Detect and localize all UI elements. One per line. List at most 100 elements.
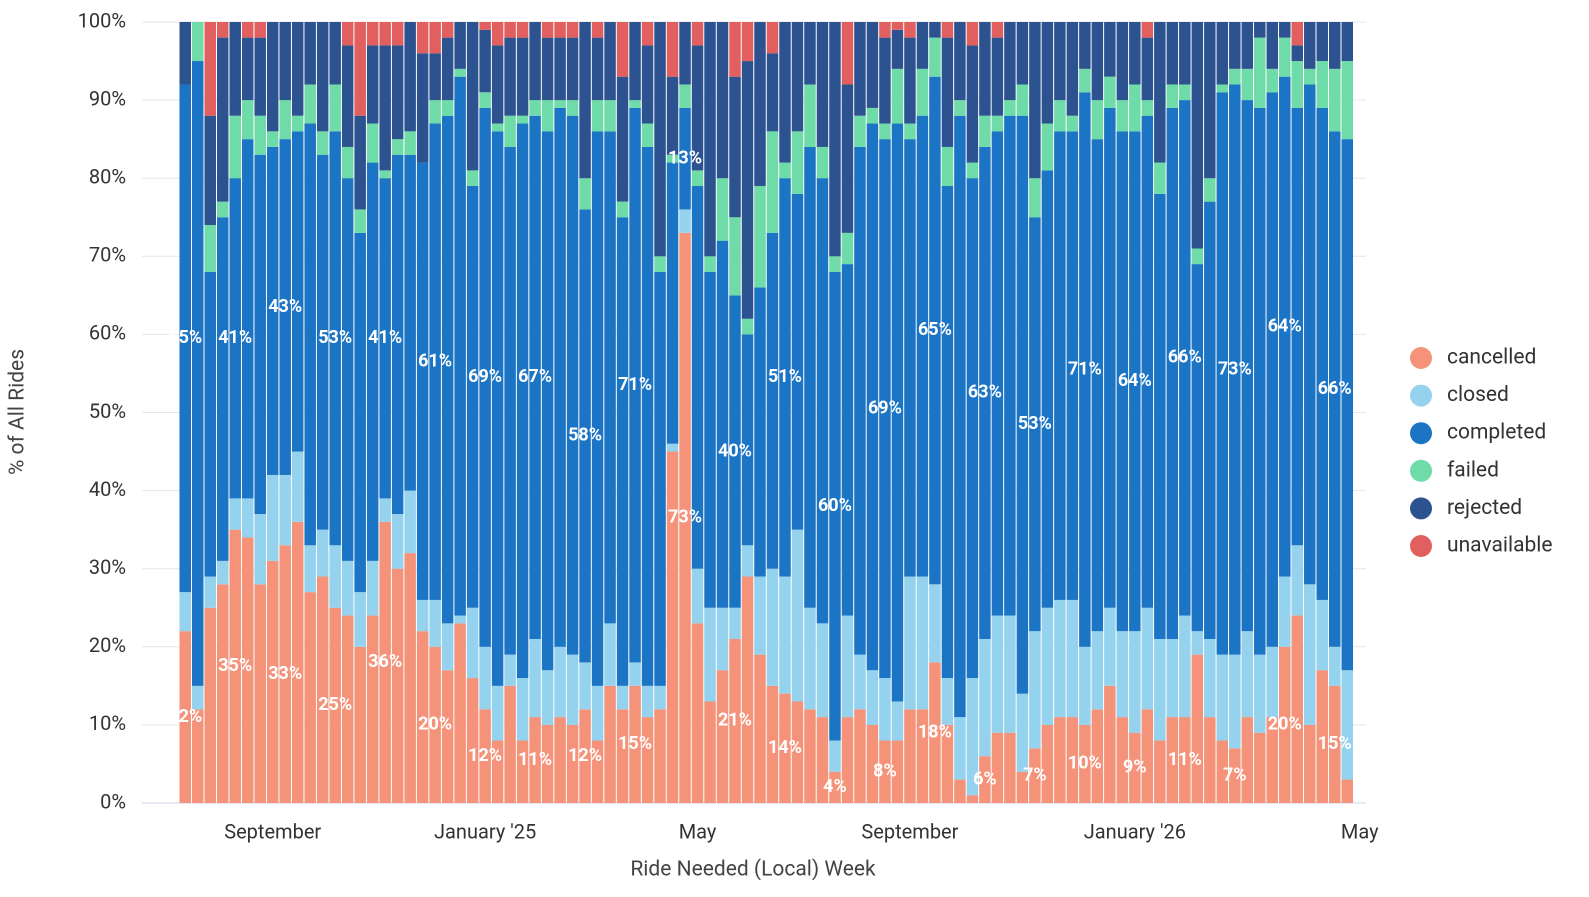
bar-segment xyxy=(729,607,741,639)
bar-segment xyxy=(191,22,204,62)
bar-segment xyxy=(741,61,754,319)
bar-segment xyxy=(704,607,716,702)
bar-segment xyxy=(904,22,916,38)
bar-segment xyxy=(1129,84,1141,132)
bar-segment xyxy=(179,631,191,803)
data-label: 69% xyxy=(868,397,902,418)
bar-segment xyxy=(216,201,229,218)
bar-segment xyxy=(516,115,529,124)
bar-segment xyxy=(1029,748,1041,803)
bar-segment xyxy=(1116,100,1129,132)
data-label: 20% xyxy=(418,714,452,735)
bar-segment xyxy=(966,45,979,163)
bar-segment xyxy=(391,22,404,46)
bar-segment xyxy=(629,685,641,803)
y-tick-label: 30% xyxy=(89,555,126,579)
bar-segment xyxy=(1141,709,1154,803)
y-tick-label: 70% xyxy=(89,243,126,267)
bar-segment xyxy=(1004,115,1016,616)
bar-segment xyxy=(1029,22,1041,179)
bar-segment xyxy=(1141,37,1154,101)
bar-segment xyxy=(1204,22,1216,179)
bar-segment xyxy=(404,154,416,491)
bar-segment xyxy=(679,209,691,233)
bar-segment xyxy=(1141,22,1154,38)
bar-segment xyxy=(891,701,904,741)
bar-segment xyxy=(1266,68,1279,93)
data-label: 12% xyxy=(468,745,502,766)
bar-segment xyxy=(1066,131,1079,600)
bar-segment xyxy=(804,709,816,803)
bar-segment xyxy=(391,514,404,569)
bar-segment xyxy=(291,131,304,452)
bar-segment xyxy=(366,22,379,46)
bar-segment xyxy=(1254,732,1266,803)
bar-segment xyxy=(1329,68,1341,132)
bar-segment xyxy=(1191,22,1204,249)
data-label: 58% xyxy=(568,425,602,446)
bar-segment xyxy=(1229,22,1241,69)
bar-segment xyxy=(1329,646,1341,686)
data-label: 64% xyxy=(1268,315,1302,336)
bar-segment xyxy=(604,100,616,132)
bar-segment xyxy=(829,22,841,257)
bar-segment xyxy=(1041,22,1054,124)
bar-segment xyxy=(366,615,379,803)
bar-segment xyxy=(191,709,204,803)
bar-segment xyxy=(279,474,291,546)
bar-segment xyxy=(816,22,829,147)
bar-segment xyxy=(1216,92,1229,655)
bar-segment xyxy=(941,22,954,38)
bar-segment xyxy=(1054,717,1066,803)
bar-segment xyxy=(954,115,966,718)
bar-segment xyxy=(254,154,266,515)
bar-segment xyxy=(341,615,354,803)
data-label: 53% xyxy=(318,327,352,348)
bar-segment xyxy=(804,22,816,85)
bar-segment xyxy=(404,553,416,803)
bar-segment xyxy=(179,592,191,632)
bar-segment xyxy=(529,638,541,718)
bar-segment xyxy=(616,217,629,686)
bar-segment xyxy=(504,22,516,38)
bar-segment xyxy=(279,22,291,101)
legend-marker xyxy=(1410,347,1432,369)
bar-segment xyxy=(316,22,329,132)
bar-segment xyxy=(591,685,604,741)
bar-segment xyxy=(879,139,891,679)
bar-segment xyxy=(716,607,729,671)
bar-segment xyxy=(1316,61,1329,108)
bar-segment xyxy=(841,232,854,265)
bar-segment xyxy=(816,717,829,803)
bar-segment xyxy=(829,740,841,772)
bar-segment xyxy=(566,654,579,725)
bar-segment xyxy=(416,162,429,600)
bar-segment xyxy=(379,521,391,803)
bar-segment xyxy=(341,178,354,561)
bar-segment xyxy=(1316,599,1329,671)
bar-segment xyxy=(804,607,816,710)
bar-segment xyxy=(329,131,341,546)
data-label: 18% xyxy=(918,721,952,742)
bar-segment xyxy=(191,61,204,686)
bar-segment xyxy=(604,22,616,101)
bar-segment xyxy=(591,131,604,686)
bar-segment xyxy=(741,22,754,62)
data-label: 64% xyxy=(1118,370,1152,391)
bar-segment xyxy=(491,45,504,124)
bar-segment xyxy=(466,678,479,803)
bar-segment xyxy=(1304,68,1316,85)
bar-segment xyxy=(1016,771,1029,803)
y-tick-label: 60% xyxy=(89,321,126,345)
bar-segment xyxy=(241,498,254,538)
bar-segment xyxy=(841,84,854,233)
data-label: 12% xyxy=(568,745,602,766)
bar-segment xyxy=(541,37,554,101)
bar-segment xyxy=(341,45,354,147)
legend-label: failed xyxy=(1447,458,1499,482)
bar-segment xyxy=(1066,599,1079,718)
bar-segment xyxy=(979,146,991,639)
bar-segment xyxy=(704,271,716,608)
bar-segment xyxy=(566,724,579,803)
bar-segment xyxy=(816,146,829,179)
